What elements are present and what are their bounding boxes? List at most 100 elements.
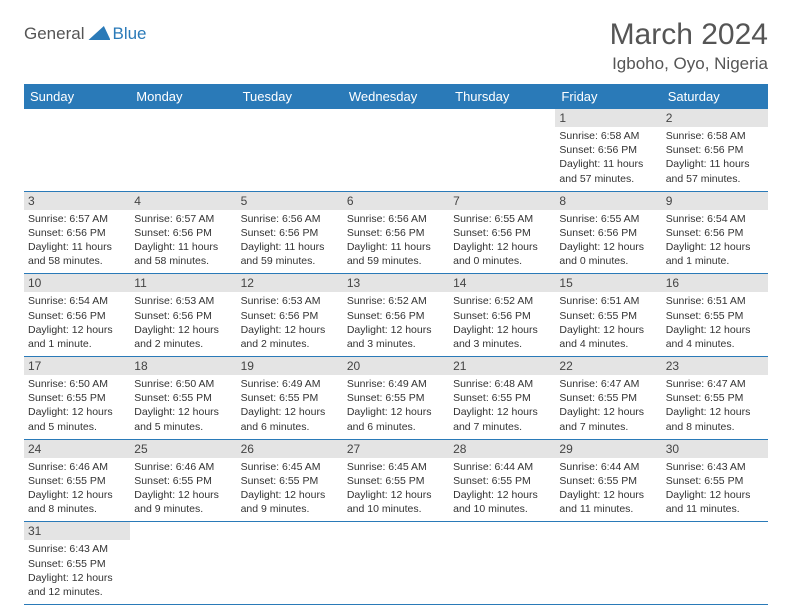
sunset-text: Sunset: 6:56 PM — [559, 143, 657, 157]
calendar-cell: 10Sunrise: 6:54 AMSunset: 6:56 PMDayligh… — [24, 274, 130, 357]
sunset-text: Sunset: 6:56 PM — [28, 226, 126, 240]
day-number: 13 — [343, 274, 449, 292]
sunset-text: Sunset: 6:56 PM — [134, 226, 232, 240]
day-info: Sunrise: 6:49 AMSunset: 6:55 PMDaylight:… — [347, 377, 445, 434]
calendar-cell: 5Sunrise: 6:56 AMSunset: 6:56 PMDaylight… — [237, 191, 343, 274]
sunrise-text: Sunrise: 6:55 AM — [453, 212, 551, 226]
calendar-cell: 13 Sunrise: 6:52 AMSunset: 6:56 PMDayligh… — [343, 274, 449, 357]
sunset-text: Sunset: 6:55 PM — [347, 474, 445, 488]
day-info: Sunrise: 6:52 AMSunset: 6:56 PMDaylight:… — [347, 294, 445, 351]
calendar-cell: 31Sunrise: 6:43 AMSunset: 6:55 PMDayligh… — [24, 522, 130, 605]
day-info: Sunrise: 6:53 AMSunset: 6:56 PMDaylight:… — [134, 294, 232, 351]
calendar-cell: . — [130, 109, 236, 191]
day-number: 10 — [24, 274, 130, 292]
day-info: Sunrise: 6:48 AMSunset: 6:55 PMDaylight:… — [453, 377, 551, 434]
sunrise-text: Sunrise: 6:49 AM — [241, 377, 339, 391]
daylight-text: Daylight: 12 hours and 0 minutes. — [559, 240, 657, 268]
daylight-text: Daylight: 12 hours and 1 minute. — [666, 240, 764, 268]
sunrise-text: Sunrise: 6:46 AM — [134, 460, 232, 474]
sunset-text: Sunset: 6:55 PM — [666, 391, 764, 405]
day-info: Sunrise: 6:56 AMSunset: 6:56 PMDaylight:… — [347, 212, 445, 269]
calendar-cell: 7Sunrise: 6:55 AMSunset: 6:56 PMDaylight… — [449, 191, 555, 274]
day-info: Sunrise: 6:44 AMSunset: 6:55 PMDaylight:… — [453, 460, 551, 517]
day-info: Sunrise: 6:47 AMSunset: 6:55 PMDaylight:… — [666, 377, 764, 434]
daylight-text: Daylight: 12 hours and 12 minutes. — [28, 571, 126, 599]
day-number: 14 — [449, 274, 555, 292]
day-number: 17 — [24, 357, 130, 375]
weekday-header: Monday — [130, 84, 236, 109]
sunset-text: Sunset: 6:56 PM — [666, 143, 764, 157]
header: General Blue March 2024 Igboho, Oyo, Nig… — [24, 18, 768, 74]
daylight-text: Daylight: 12 hours and 8 minutes. — [28, 488, 126, 516]
calendar-cell: 24Sunrise: 6:46 AMSunset: 6:55 PMDayligh… — [24, 439, 130, 522]
day-number: 20 — [343, 357, 449, 375]
sunrise-text: Sunrise: 6:46 AM — [28, 460, 126, 474]
logo-text-1: General — [24, 24, 84, 44]
daylight-text: Daylight: 12 hours and 11 minutes. — [559, 488, 657, 516]
sunrise-text: Sunrise: 6:51 AM — [559, 294, 657, 308]
calendar-cell: 19Sunrise: 6:49 AMSunset: 6:55 PMDayligh… — [237, 357, 343, 440]
calendar-cell: 8Sunrise: 6:55 AMSunset: 6:56 PMDaylight… — [555, 191, 661, 274]
calendar-cell: 27Sunrise: 6:45 AMSunset: 6:55 PMDayligh… — [343, 439, 449, 522]
daylight-text: Daylight: 12 hours and 10 minutes. — [453, 488, 551, 516]
calendar-cell: 29Sunrise: 6:44 AMSunset: 6:55 PMDayligh… — [555, 439, 661, 522]
sunrise-text: Sunrise: 6:44 AM — [453, 460, 551, 474]
sunrise-text: Sunrise: 6:56 AM — [347, 212, 445, 226]
daylight-text: Daylight: 11 hours and 57 minutes. — [559, 157, 657, 185]
calendar-cell: . — [130, 522, 236, 605]
logo: General Blue — [24, 18, 147, 44]
calendar-cell: . — [449, 522, 555, 605]
calendar-cell: . — [237, 109, 343, 191]
day-info: Sunrise: 6:50 AMSunset: 6:55 PMDaylight:… — [28, 377, 126, 434]
daylight-text: Daylight: 12 hours and 9 minutes. — [241, 488, 339, 516]
day-number: 18 — [130, 357, 236, 375]
daylight-text: Daylight: 12 hours and 9 minutes. — [134, 488, 232, 516]
logo-sail-icon — [88, 26, 110, 40]
weekday-header: Thursday — [449, 84, 555, 109]
logo-text-2: Blue — [112, 24, 146, 44]
daylight-text: Daylight: 12 hours and 2 minutes. — [241, 323, 339, 351]
calendar-cell: 18Sunrise: 6:50 AMSunset: 6:55 PMDayligh… — [130, 357, 236, 440]
day-number: 12 — [237, 274, 343, 292]
day-info: Sunrise: 6:55 AMSunset: 6:56 PMDaylight:… — [453, 212, 551, 269]
day-number: 25 — [130, 440, 236, 458]
daylight-text: Daylight: 12 hours and 6 minutes. — [347, 405, 445, 433]
calendar-cell: . — [24, 109, 130, 191]
day-info: Sunrise: 6:55 AMSunset: 6:56 PMDaylight:… — [559, 212, 657, 269]
sunset-text: Sunset: 6:56 PM — [666, 226, 764, 240]
daylight-text: Daylight: 11 hours and 58 minutes. — [134, 240, 232, 268]
daylight-text: Daylight: 11 hours and 59 minutes. — [241, 240, 339, 268]
calendar-cell: 28Sunrise: 6:44 AMSunset: 6:55 PMDayligh… — [449, 439, 555, 522]
day-number: 30 — [662, 440, 768, 458]
calendar-cell: . — [449, 109, 555, 191]
sunset-text: Sunset: 6:55 PM — [241, 391, 339, 405]
sunrise-text: Sunrise: 6:48 AM — [453, 377, 551, 391]
calendar-row: 3Sunrise: 6:57 AMSunset: 6:56 PMDaylight… — [24, 191, 768, 274]
daylight-text: Daylight: 12 hours and 2 minutes. — [134, 323, 232, 351]
day-info: Sunrise: 6:51 AMSunset: 6:55 PMDaylight:… — [666, 294, 764, 351]
calendar-cell: 25Sunrise: 6:46 AMSunset: 6:55 PMDayligh… — [130, 439, 236, 522]
calendar-cell: . — [662, 522, 768, 605]
calendar-cell: . — [555, 522, 661, 605]
daylight-text: Daylight: 12 hours and 6 minutes. — [241, 405, 339, 433]
daylight-text: Daylight: 12 hours and 7 minutes. — [453, 405, 551, 433]
day-number: 6 — [343, 192, 449, 210]
daylight-text: Daylight: 11 hours and 58 minutes. — [28, 240, 126, 268]
sunrise-text: Sunrise: 6:57 AM — [134, 212, 232, 226]
calendar-cell: 6 Sunrise: 6:56 AMSunset: 6:56 PMDaylight… — [343, 191, 449, 274]
daylight-text: Daylight: 12 hours and 10 minutes. — [347, 488, 445, 516]
sunset-text: Sunset: 6:55 PM — [347, 391, 445, 405]
daylight-text: Daylight: 12 hours and 4 minutes. — [666, 323, 764, 351]
day-number: 24 — [24, 440, 130, 458]
day-number: 1 — [555, 109, 661, 127]
day-number: 27 — [343, 440, 449, 458]
daylight-text: Daylight: 11 hours and 59 minutes. — [347, 240, 445, 268]
sunset-text: Sunset: 6:56 PM — [241, 309, 339, 323]
weekday-header-row: Sunday Monday Tuesday Wednesday Thursday… — [24, 84, 768, 109]
calendar-cell: 30Sunrise: 6:43 AMSunset: 6:55 PMDayligh… — [662, 439, 768, 522]
day-number: 16 — [662, 274, 768, 292]
daylight-text: Daylight: 12 hours and 4 minutes. — [559, 323, 657, 351]
sunrise-text: Sunrise: 6:44 AM — [559, 460, 657, 474]
day-info: Sunrise: 6:58 AMSunset: 6:56 PMDaylight:… — [559, 129, 657, 186]
calendar-cell: . — [237, 522, 343, 605]
